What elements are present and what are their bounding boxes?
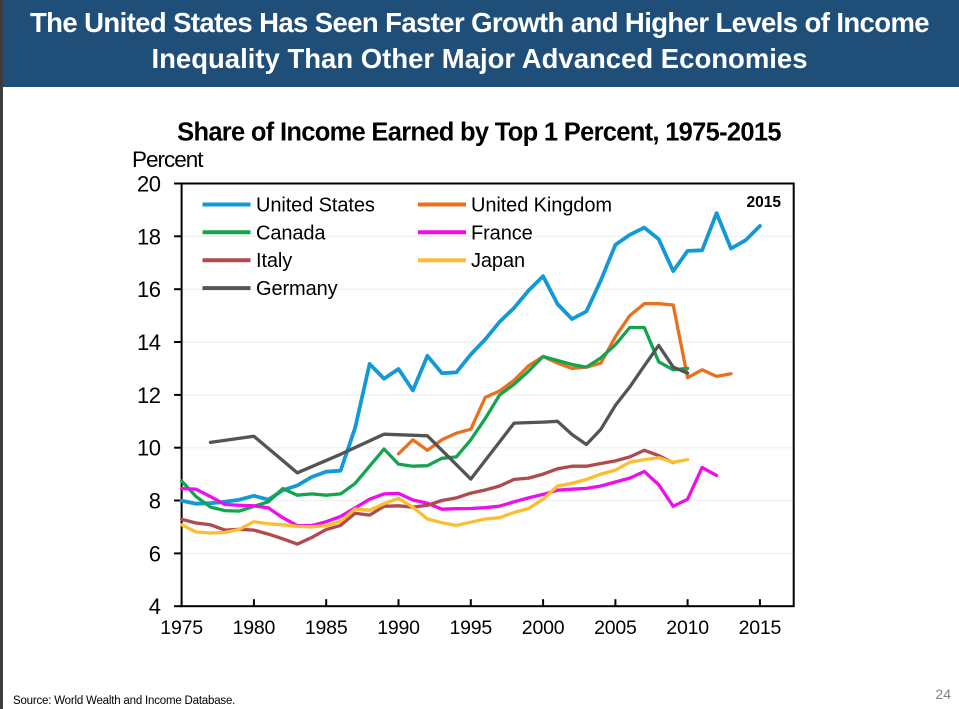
svg-text:1990: 1990	[377, 617, 420, 639]
svg-text:12: 12	[137, 383, 161, 408]
svg-text:10: 10	[137, 436, 161, 461]
svg-text:2010: 2010	[666, 617, 709, 639]
svg-text:20: 20	[137, 172, 161, 197]
svg-text:16: 16	[137, 277, 161, 302]
svg-text:Share of Income Earned by Top: Share of Income Earned by Top 1 Percent,…	[177, 119, 781, 147]
svg-text:14: 14	[137, 330, 161, 355]
svg-text:France: France	[471, 222, 533, 244]
svg-text:Canada: Canada	[256, 222, 326, 244]
svg-text:4: 4	[149, 594, 161, 619]
svg-text:Germany: Germany	[256, 278, 338, 300]
svg-text:United States: United States	[256, 195, 375, 217]
svg-text:1975: 1975	[160, 617, 203, 639]
svg-text:2015: 2015	[739, 617, 782, 639]
svg-text:2015: 2015	[747, 194, 782, 211]
svg-text:2005: 2005	[594, 617, 637, 639]
svg-text:8: 8	[149, 489, 161, 514]
svg-text:1980: 1980	[233, 617, 276, 639]
svg-text:Percent: Percent	[132, 147, 204, 172]
svg-text:1995: 1995	[450, 617, 493, 639]
svg-text:Italy: Italy	[256, 250, 292, 272]
svg-text:18: 18	[137, 224, 161, 249]
svg-text:1985: 1985	[305, 617, 348, 639]
svg-text:2000: 2000	[522, 617, 565, 639]
svg-text:United Kingdom: United Kingdom	[471, 195, 612, 217]
svg-text:Japan: Japan	[471, 250, 525, 272]
svg-text:6: 6	[149, 541, 161, 566]
